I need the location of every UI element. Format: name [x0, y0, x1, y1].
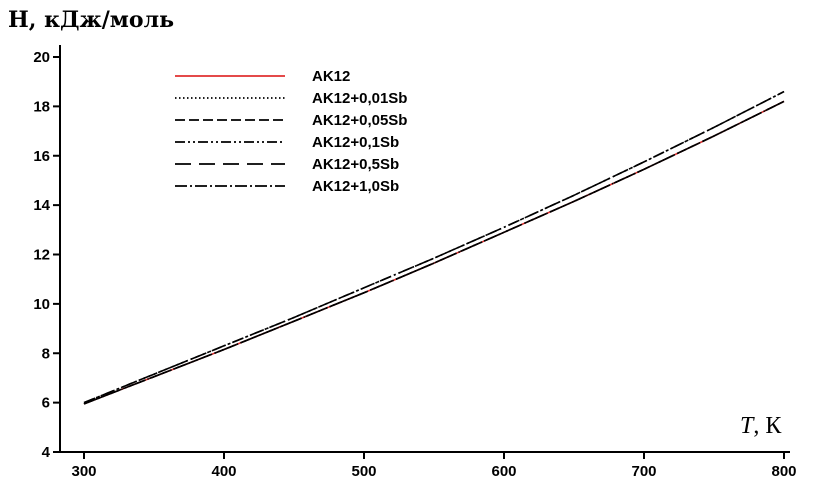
axes [59, 45, 790, 453]
x-tick-label: 800 [771, 463, 796, 480]
series-line-6 [83, 90, 785, 404]
y-axis-title: H, кДж/моль [8, 7, 174, 33]
y-tick-label: 18 [33, 98, 50, 115]
series-line-4 [83, 90, 785, 404]
y-tick-label: 8 [42, 345, 50, 362]
legend: AK12 AK12+0,01Sb AK12+0,05Sb AK12+0,1Sb AK12… [175, 68, 407, 195]
y-tick-label: 14 [33, 197, 50, 214]
series-line-3 [83, 100, 785, 405]
legend-label: AK12+0,01Sb [312, 90, 407, 107]
y-ticks: 4 6 8 10 12 14 16 18 20 [33, 49, 60, 461]
x-axis-title: T, К [740, 413, 782, 439]
y-tick-label: 20 [33, 49, 50, 66]
legend-label: AK12+0,1Sb [312, 134, 399, 151]
legend-label: AK12 [312, 68, 350, 85]
series-line-1 [83, 100, 785, 405]
y-tick-label: 12 [33, 247, 50, 264]
x-tick-label: 500 [351, 463, 376, 480]
x-axis-symbol: T [740, 413, 755, 439]
x-tick-label: 600 [491, 463, 516, 480]
y-tick-label: 6 [42, 395, 50, 412]
series-lines [83, 90, 785, 405]
x-tick-label: 700 [631, 463, 656, 480]
legend-label: AK12+0,05Sb [312, 112, 407, 129]
x-tick-label: 400 [211, 463, 236, 480]
legend-label: AK12+1,0Sb [312, 178, 399, 195]
x-axis-unit: , К [753, 413, 782, 439]
y-tick-label: 16 [33, 148, 50, 165]
legend-label: AK12+0,5Sb [312, 156, 399, 173]
y-tick-label: 4 [42, 444, 51, 461]
series-line-5 [83, 100, 785, 405]
y-tick-label: 10 [33, 296, 50, 313]
x-ticks: 300 400 500 600 700 800 [71, 452, 797, 480]
x-tick-label: 300 [71, 463, 96, 480]
series-line-2 [83, 100, 785, 405]
